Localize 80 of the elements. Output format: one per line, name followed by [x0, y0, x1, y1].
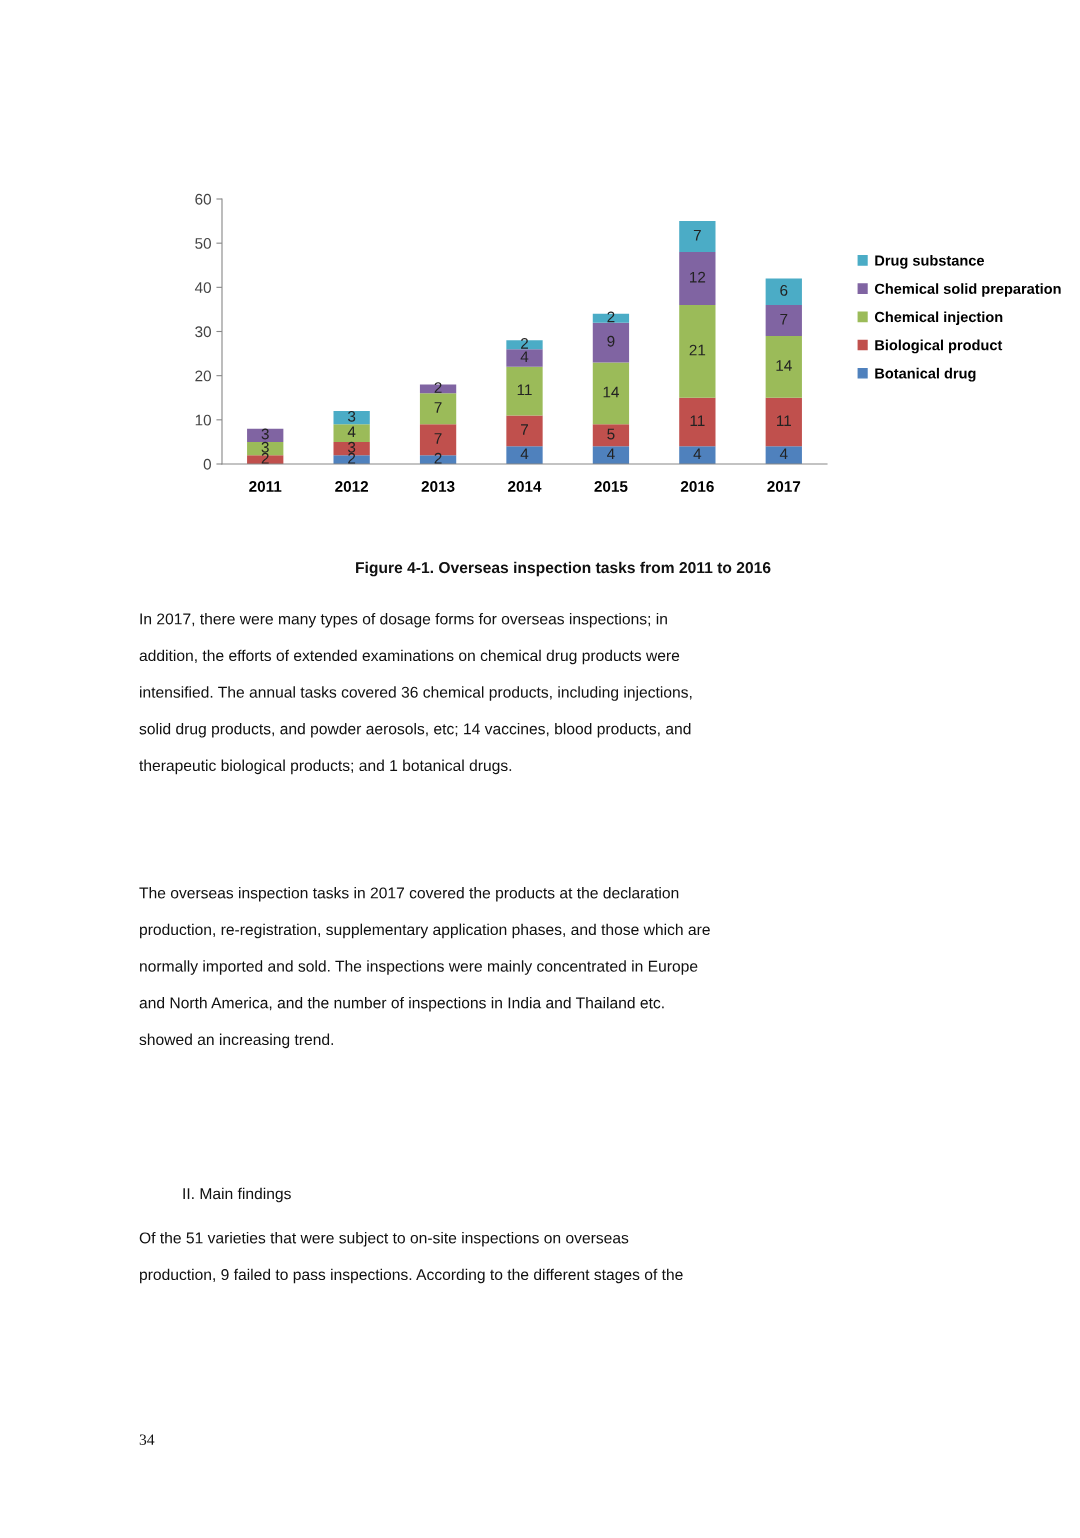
bar	[506, 415, 543, 447]
y-tick-label: 20	[195, 370, 211, 382]
bar	[506, 446, 543, 464]
bar	[679, 397, 716, 447]
x-tick-label: 2013	[421, 481, 455, 492]
bar	[592, 322, 630, 363]
data-label: 5	[607, 428, 615, 440]
x-tick-label: 2017	[767, 481, 801, 492]
legend-label: Drug substance	[875, 255, 985, 269]
y-tick-label: 60	[195, 193, 211, 205]
y-tick-label: 0	[203, 458, 211, 470]
bar	[765, 335, 802, 398]
bar	[506, 366, 543, 416]
bar	[333, 411, 370, 425]
data-label: 7	[434, 402, 442, 413]
data-label: 11	[690, 415, 705, 426]
x-tick-label: 2012	[335, 481, 369, 492]
legend-label: Chemical solid preparation	[874, 283, 1061, 297]
data-label: 3	[261, 428, 269, 440]
y-tick-label: 40	[194, 282, 211, 294]
bar	[247, 428, 284, 442]
bar	[679, 305, 716, 398]
caption: Figure 4-1. Overseas inspection tasks from 2011 to 2016	[356, 561, 771, 577]
bar	[765, 305, 802, 336]
bar	[592, 446, 630, 464]
y-tick-label: 10	[195, 414, 211, 426]
x-tick-label: 2011	[249, 481, 282, 492]
data-label: 4	[607, 448, 615, 460]
data-label: 4	[520, 351, 529, 362]
legend-label: Chemical injection	[874, 311, 1003, 326]
bar	[765, 278, 802, 305]
data-label: 6	[780, 285, 788, 296]
data-label: 2	[348, 452, 356, 464]
bar	[592, 424, 630, 447]
bar	[419, 393, 457, 425]
data-label: 2	[521, 338, 528, 349]
bar	[506, 349, 543, 367]
data-label: 11	[517, 384, 532, 396]
bar	[765, 397, 802, 447]
data-label: 3	[347, 410, 356, 422]
text: Of the 51 varieties that were subject to on-site inspections on overseas production, 9 failed to pass inspections. According to the different stages of the	[139, 1232, 683, 1284]
data-label: 7	[693, 229, 701, 241]
legend-label: Botanical drug	[875, 367, 976, 382]
data-label: 2	[434, 382, 442, 393]
bar	[679, 221, 716, 252]
bar	[679, 252, 716, 305]
data-label: 7	[521, 424, 528, 435]
legend-label: Biological product	[875, 339, 1003, 354]
data-label: 9	[607, 335, 615, 347]
y-tick-label: 50	[195, 238, 211, 249]
data-label: 11	[777, 415, 791, 426]
text: 34	[139, 1434, 155, 1445]
data-label: 3	[261, 441, 269, 453]
data-label: 2	[261, 452, 269, 464]
bar	[592, 313, 630, 323]
data-label: 4	[520, 448, 529, 460]
x-tick-label: 2015	[594, 481, 628, 492]
bar	[765, 446, 802, 464]
text: In 2017, there were many types of dosage forms for overseas inspections; in addition, the efforts of extended examinations on chemical drug products were intensified. The annual tasks covered 36 chemical products, including injections, solid drug products, and powder aerosols, etc; 14 vaccines, blood products, and therapeutic biological products; and 1 botanical drugs.	[139, 613, 692, 775]
data-label: 2	[607, 311, 615, 323]
text: The overseas inspection tasks in 2017 covered the products at the declaration production, re-registration, supplementary application phases, and those which are normally imported and sold. The inspections were mainly concentrated in Europe and North America, and the number of inspections in India and Thailand etc. showed an increasing trend.	[139, 887, 710, 1049]
data-label: 14	[603, 386, 619, 398]
data-label: 3	[347, 441, 356, 453]
data-label: 21	[689, 344, 706, 356]
data-label: 4	[693, 448, 702, 460]
data-label: 7	[434, 433, 442, 444]
y-tick-label: 30	[195, 326, 211, 338]
data-label: 7	[780, 313, 788, 325]
data-label: 4	[779, 448, 788, 460]
bar	[679, 446, 716, 464]
data-label: 4	[347, 426, 356, 438]
x-tick-label: 2016	[680, 481, 714, 492]
bar	[333, 424, 370, 442]
data-label: 12	[690, 271, 706, 283]
data-label: 2	[434, 452, 442, 464]
x-tick-label: 2014	[508, 481, 542, 492]
bar	[592, 362, 630, 425]
bar	[506, 340, 543, 350]
text: II. Main findings	[183, 1187, 291, 1203]
data-label: 14	[776, 360, 792, 371]
